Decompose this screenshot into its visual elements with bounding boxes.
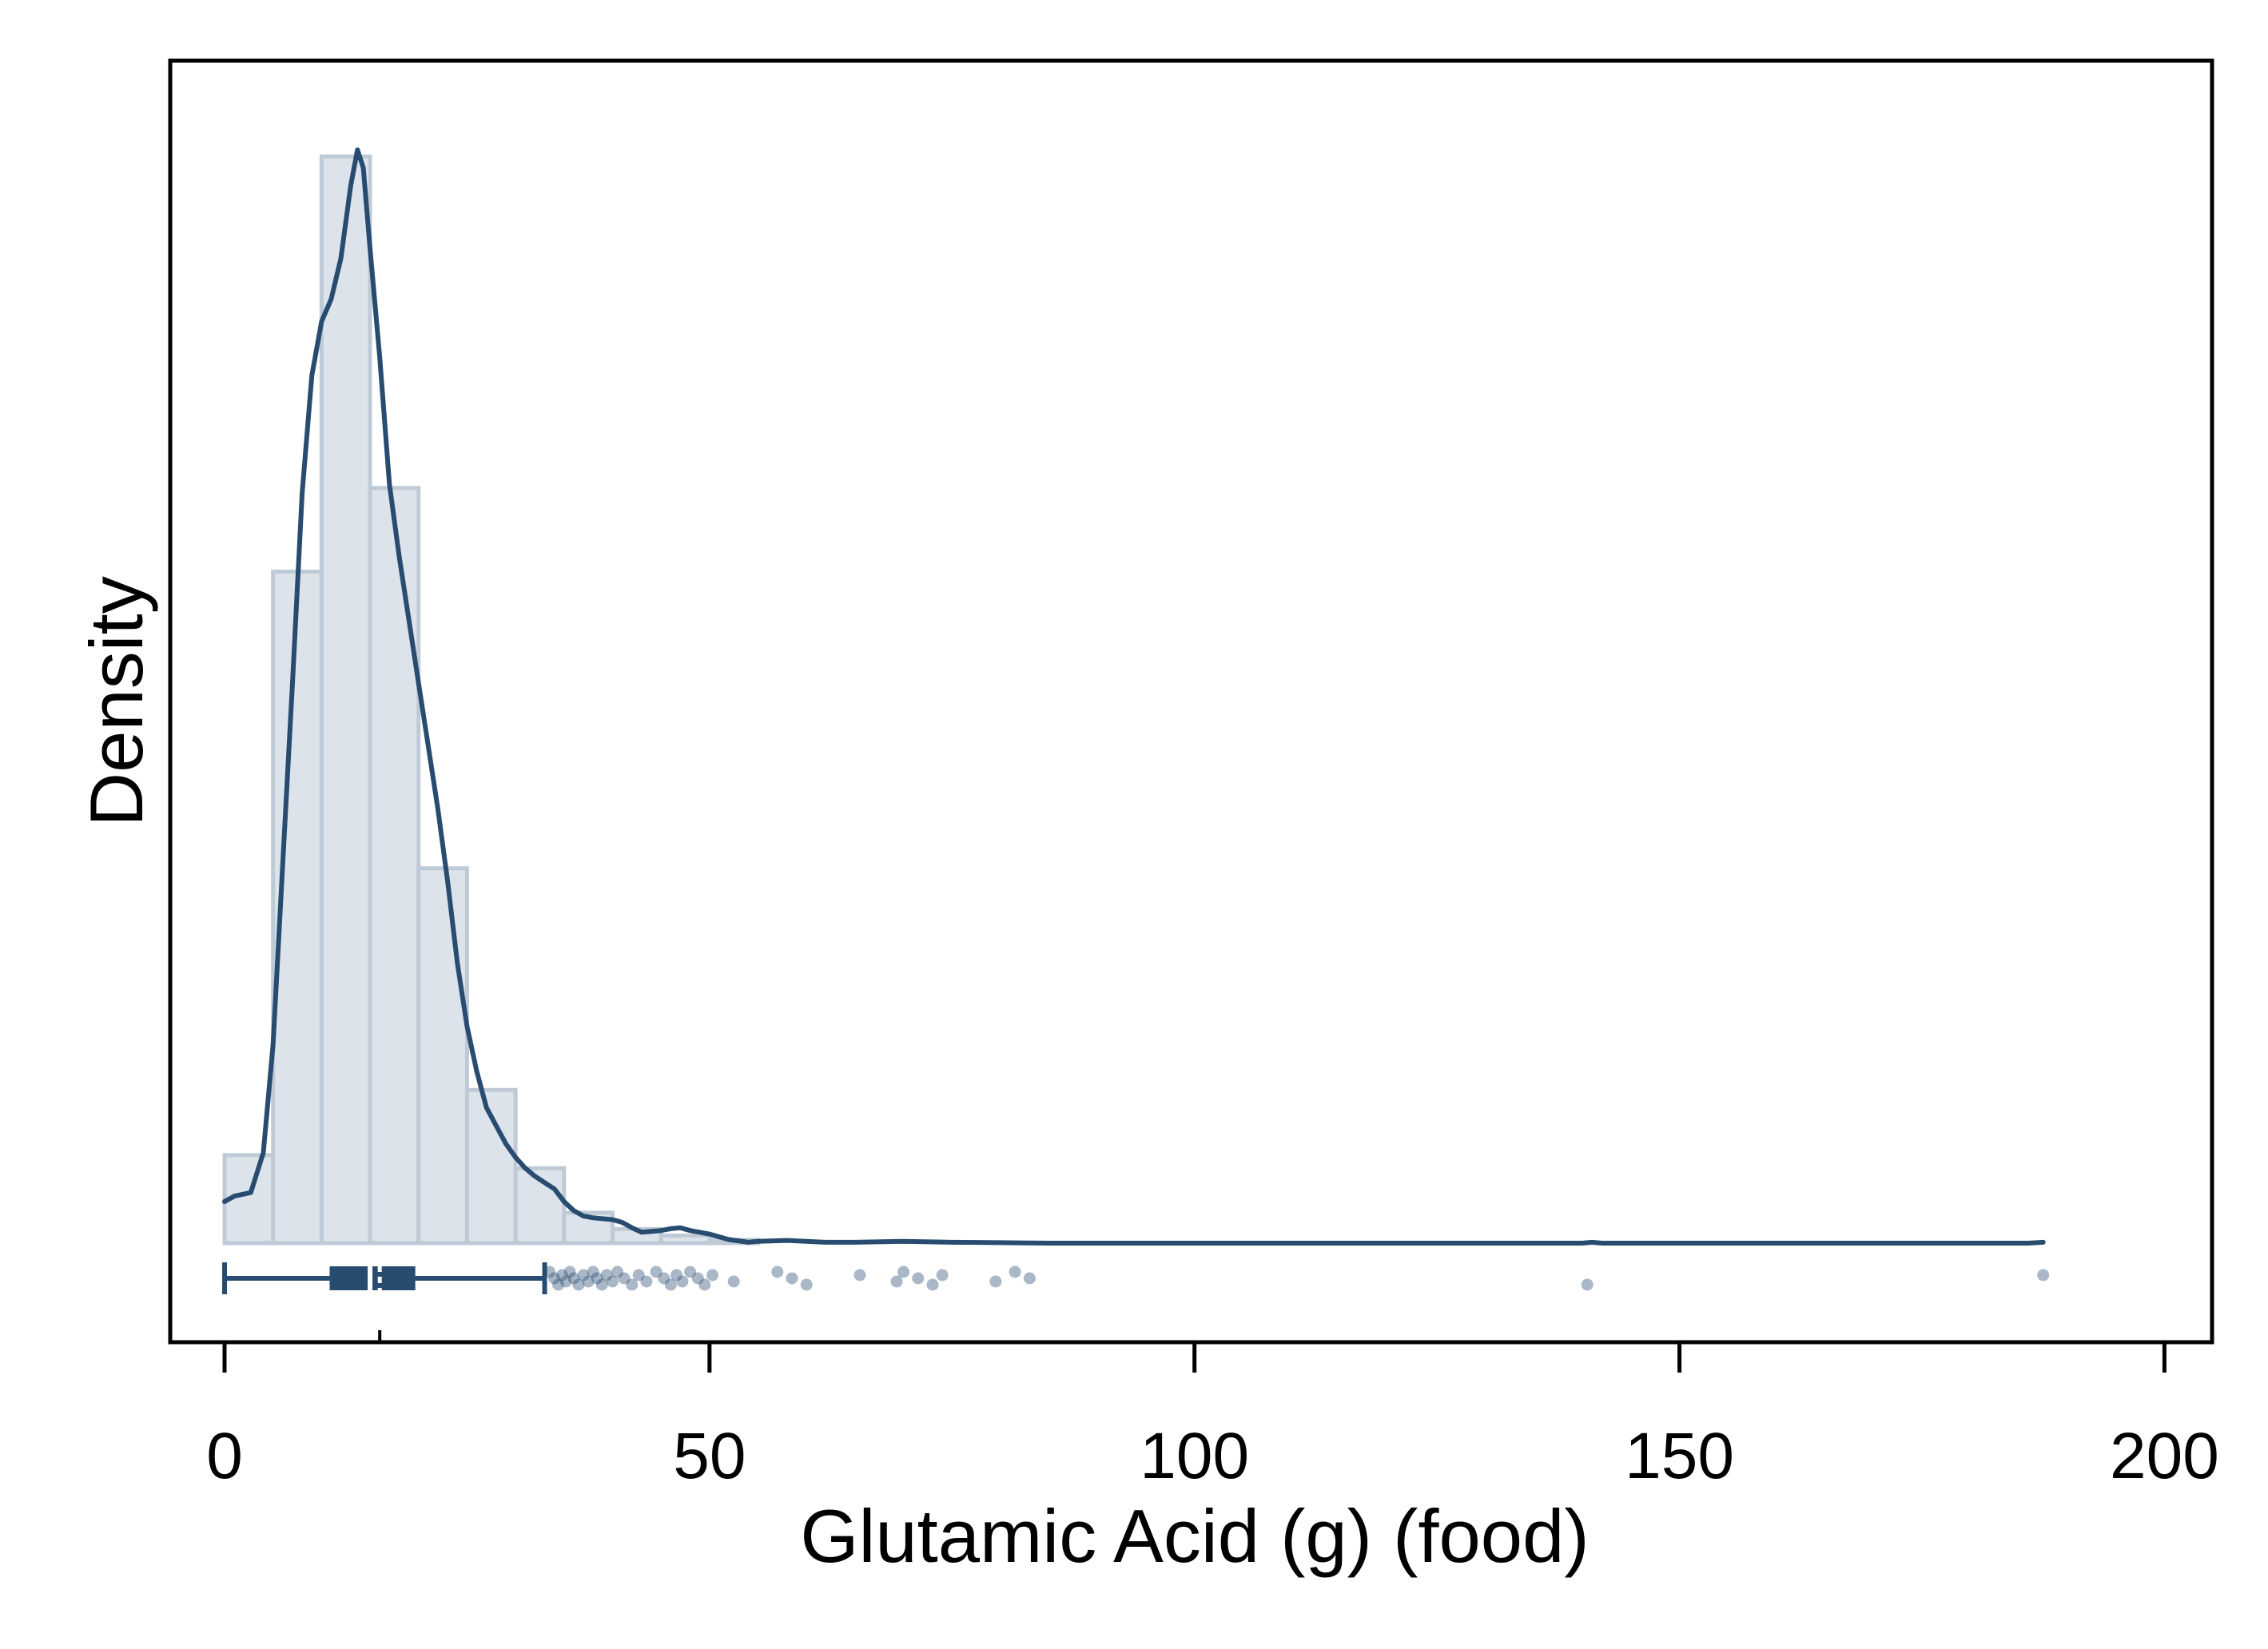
density-curve-group [222,147,2046,1246]
outlier-point [577,1269,590,1281]
x-tick-label: 200 [2110,1420,2219,1492]
outlier-point [727,1275,740,1288]
outlier-point [563,1266,576,1278]
outlier-point [552,1278,565,1291]
outlier-point [936,1269,949,1281]
outlier-point [670,1269,683,1281]
outlier-point [786,1272,798,1285]
outlier-point [606,1275,619,1288]
outlier-point [658,1272,670,1285]
outlier-points-group [543,1266,2050,1291]
outlier-point [555,1269,568,1281]
outlier-point [2037,1269,2050,1281]
density-curve-line [222,147,2046,1246]
outlier-point [706,1269,718,1281]
outlier-point [632,1269,645,1281]
outlier-point [618,1272,631,1285]
outlier-point [640,1275,653,1288]
outlier-point [582,1275,595,1288]
x-axis-title: Glutamic Acid (g) (food) [800,1494,1589,1578]
x-tick-label: 50 [673,1420,746,1492]
outlier-point [1023,1272,1036,1285]
histogram-bar [319,154,372,1246]
outlier-point [600,1269,613,1281]
outlier-point [989,1275,1002,1288]
outlier-point [572,1278,585,1291]
outlier-point [1009,1266,1021,1278]
outlier-point [567,1272,580,1285]
outlier-point [1581,1278,1594,1291]
boxplot-box [329,1266,416,1290]
outlier-point [912,1272,925,1285]
outlier-point [800,1278,813,1291]
outlier-point [676,1275,689,1288]
outlier-point [698,1278,711,1291]
outlier-point [595,1278,608,1291]
outlier-point [587,1266,599,1278]
outlier-point [890,1275,903,1288]
outlier-point [650,1266,662,1278]
histogram-bar [659,1233,712,1246]
x-tick-label: 150 [1625,1420,1734,1492]
y-axis-title: Density [74,576,158,826]
outlier-point [591,1272,603,1285]
x-tick-label: 100 [1140,1420,1249,1492]
outlier-point [626,1278,639,1291]
outlier-point [543,1266,556,1278]
outlier-point [548,1272,561,1285]
outlier-point [926,1278,939,1291]
outlier-point [771,1266,784,1278]
x-axis: 0 50 100 150 200 [206,1330,2219,1492]
boxplot-group [222,1262,547,1294]
histogram-bar [368,486,421,1246]
histogram-bar [416,866,469,1246]
outlier-point [684,1266,697,1278]
outlier-point [853,1269,866,1281]
outlier-point [691,1272,704,1285]
outlier-point [611,1266,624,1278]
outlier-point [897,1266,910,1278]
outlier-point [559,1275,572,1288]
x-tick-label: 0 [206,1420,243,1492]
outlier-point [664,1278,677,1291]
